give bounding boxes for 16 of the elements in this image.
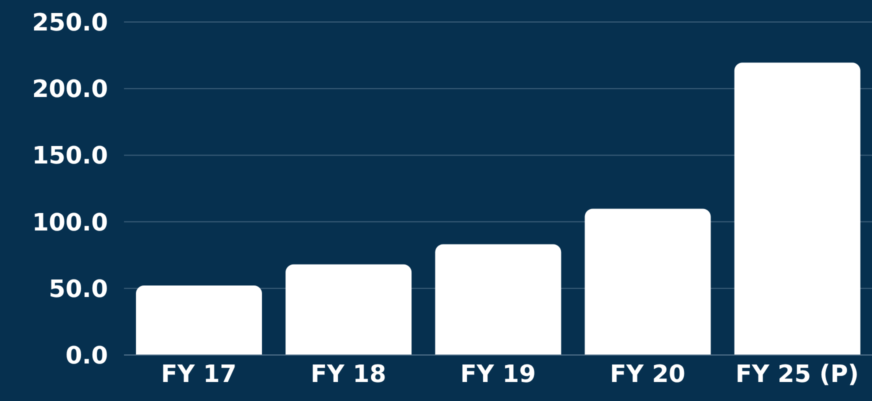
x-tick-label: FY 19 [460, 360, 536, 388]
bar [584, 208, 711, 355]
bar [136, 285, 262, 355]
bar [286, 264, 412, 355]
y-tick-label: 100.0 [32, 208, 108, 236]
y-tick-label: 250.0 [32, 8, 108, 37]
bar [435, 244, 562, 355]
x-tick-label: FY 18 [310, 360, 386, 388]
bar [734, 62, 860, 355]
y-tick-label: 200.0 [32, 75, 108, 104]
x-tick-label: FY 20 [610, 360, 686, 388]
x-tick-label: FY 17 [161, 360, 237, 388]
y-tick-label: 50.0 [48, 274, 108, 303]
y-tick-label: 150.0 [32, 142, 108, 170]
x-tick-label: FY 25 (P) [735, 360, 859, 388]
y-tick-label: 0.0 [65, 342, 108, 370]
